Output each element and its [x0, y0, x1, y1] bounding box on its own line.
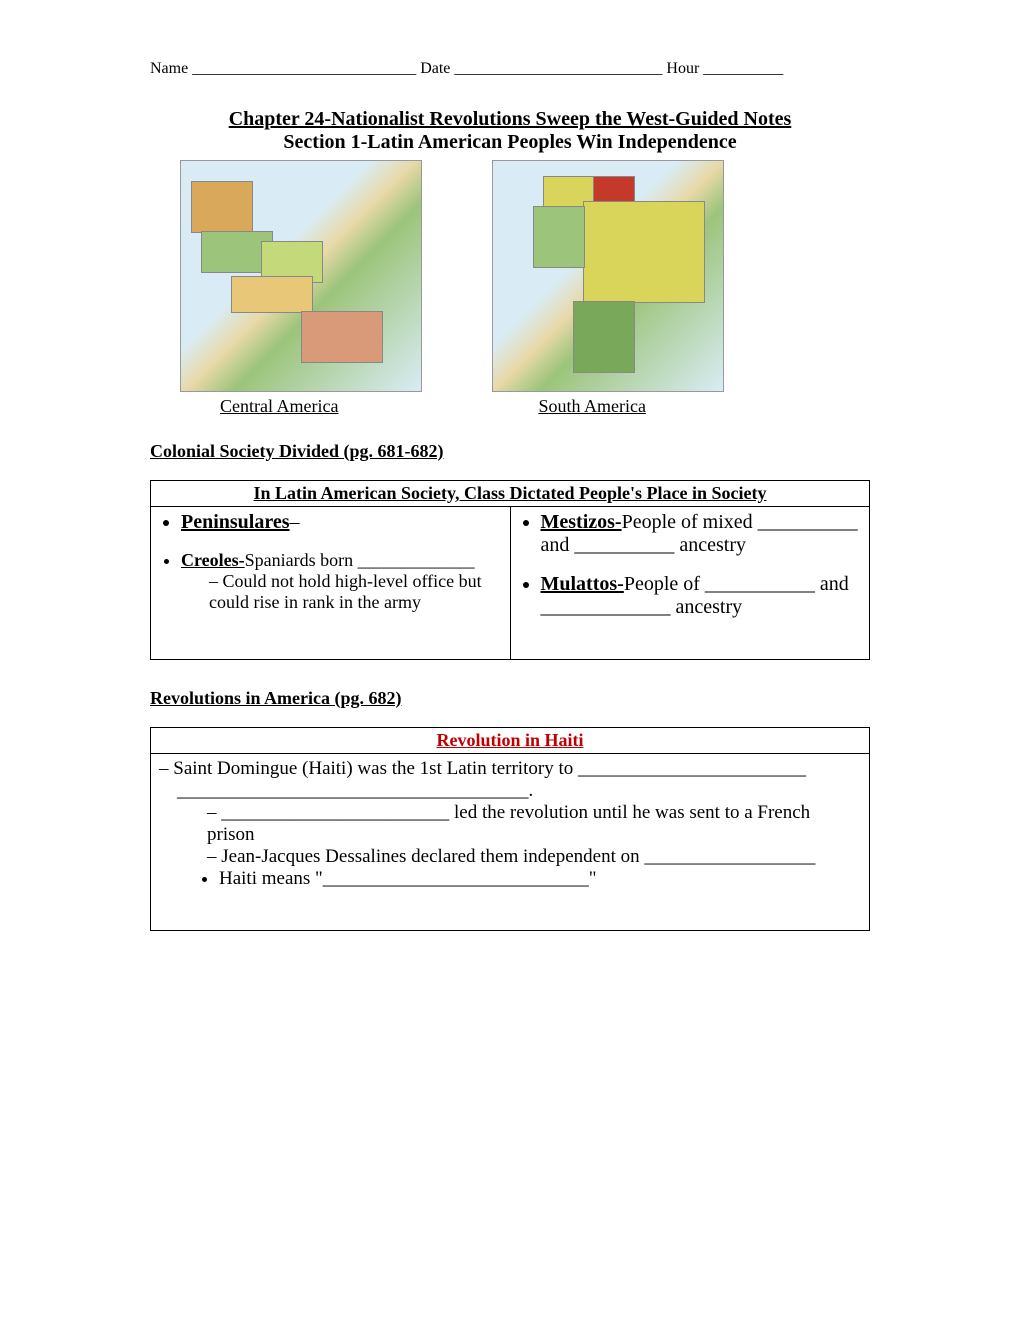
haiti-line4: Haiti means "___________________________…: [219, 868, 861, 890]
creoles-sub: Could not hold high-level office but cou…: [209, 571, 502, 613]
haiti-table-header: Revolution in Haiti: [151, 728, 870, 754]
mulattos-item: Mulattos-People of ___________ and _____…: [541, 573, 862, 619]
society-left-cell: Peninsulares– Creoles-Spaniards born ___…: [151, 507, 511, 660]
society-table: In Latin American Society, Class Dictate…: [150, 480, 870, 660]
mestizos-term: Mestizos-: [541, 511, 622, 533]
name-field: Name ____________________________: [150, 60, 416, 77]
society-table-header: In Latin American Society, Class Dictate…: [151, 481, 870, 507]
header-fields: Name ____________________________ Date _…: [150, 60, 870, 78]
creoles-term: Creoles-: [181, 550, 245, 570]
haiti-cell: Saint Domingue (Haiti) was the 1st Latin…: [151, 754, 870, 931]
haiti-line1: Saint Domingue (Haiti) was the 1st Latin…: [177, 758, 861, 802]
hour-field: Hour __________: [666, 60, 783, 77]
creoles-item: Creoles-Spaniards born _____________ Cou…: [181, 550, 502, 613]
haiti-line2: ________________________ led the revolut…: [207, 802, 861, 846]
creoles-text: Spaniards born _____________: [245, 550, 475, 570]
mestizos-item: Mestizos-People of mixed __________ and …: [541, 511, 862, 557]
central-america-map: [180, 160, 422, 392]
south-caption: South America: [538, 396, 645, 417]
society-right-cell: Mestizos-People of mixed __________ and …: [510, 507, 870, 660]
mulattos-term: Mulattos-: [541, 573, 624, 595]
section-title: Section 1-Latin American Peoples Win Ind…: [150, 131, 870, 154]
central-caption: Central America: [220, 396, 338, 417]
peninsulares-item: Peninsulares–: [181, 511, 502, 534]
haiti-line3: Jean-Jacques Dessalines declared them in…: [207, 846, 861, 868]
haiti-table: Revolution in Haiti Saint Domingue (Hait…: [150, 727, 870, 931]
date-field: Date __________________________: [420, 60, 662, 77]
chapter-title: Chapter 24-Nationalist Revolutions Sweep…: [150, 108, 870, 131]
peninsulares-term: Peninsulares: [181, 511, 290, 533]
revolutions-heading: Revolutions in America (pg. 682): [150, 688, 870, 709]
map-captions: Central America South America: [220, 396, 870, 417]
south-america-map: [492, 160, 724, 392]
title-block: Chapter 24-Nationalist Revolutions Sweep…: [150, 108, 870, 154]
maps-row: [180, 160, 870, 392]
colonial-society-heading: Colonial Society Divided (pg. 681-682): [150, 441, 870, 462]
